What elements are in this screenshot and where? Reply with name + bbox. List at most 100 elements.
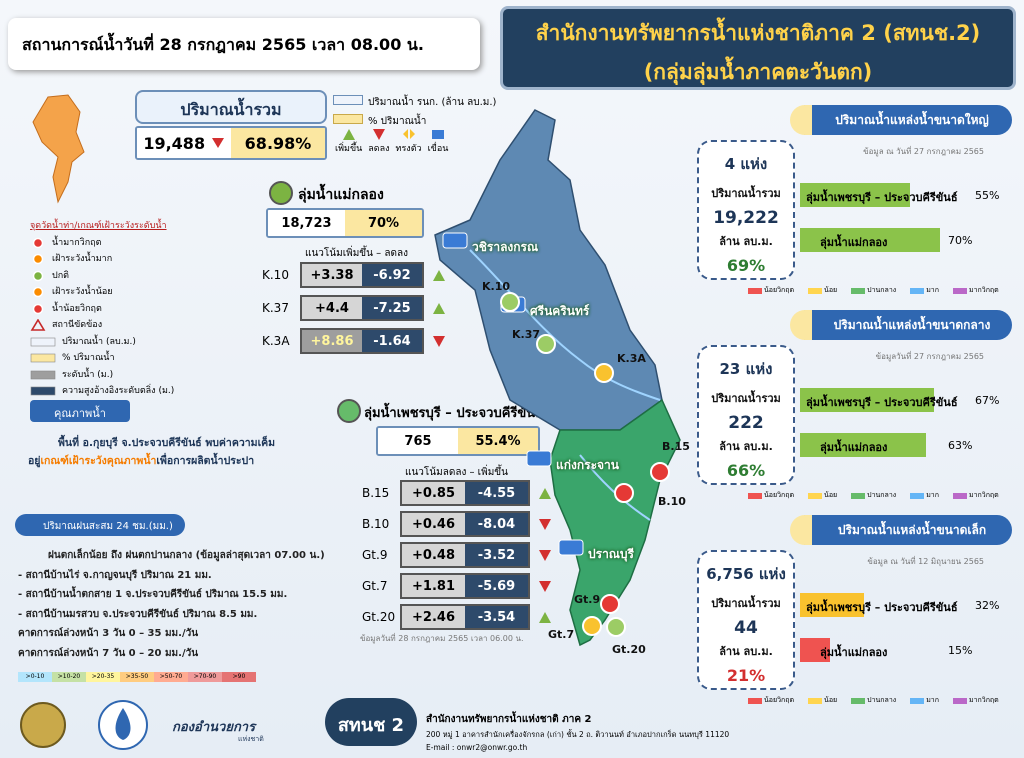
- bank-height: -6.92: [362, 264, 422, 286]
- side-legend-title: จุดวัดน้ำท่า/เกณฑ์เฝ้าระวังระดับน้ำ: [30, 221, 167, 231]
- legend-swatch: [30, 337, 56, 347]
- reservoir-title: ปริมาณน้ำแหล่งน้ำขนาดใหญ่: [790, 105, 1012, 135]
- station-code: K.10: [262, 268, 289, 282]
- station-code: B.10: [362, 517, 390, 531]
- station-label: K.3A: [617, 352, 646, 365]
- rain-line: - สถานีบ้านน้ำตกสาย 1 จ.ประจวบคีรีขันธ์ …: [18, 589, 288, 600]
- shape: [539, 488, 551, 499]
- rain-scale-cell: >70-90: [188, 672, 222, 682]
- legend-item: มากวิกฤต: [952, 490, 999, 501]
- legend-text: ปกติ: [52, 270, 70, 281]
- title: สำนักงานทรัพยากรน้ำแห่งชาติภาค 2 (สทนช.2…: [535, 21, 981, 45]
- basin-percent: 55.4%: [458, 428, 538, 454]
- wq-part: เพื่อการผลิตน้ำประปา: [156, 455, 255, 467]
- wq-line: พื้นที่ อ.กุยบุรี จ.ประจวบคีรีขันธ์ พบค่…: [58, 437, 276, 449]
- legend-item: ปานกลาง: [851, 490, 896, 501]
- shape: [30, 337, 56, 347]
- station-code: Gt.9: [362, 548, 388, 562]
- rain-scale-cell: >35-50: [120, 672, 154, 682]
- trend-arrow: [539, 519, 551, 530]
- total: 222: [728, 413, 764, 433]
- trend-item: ลดลง: [368, 128, 390, 155]
- legend-item: น้อย: [808, 490, 837, 501]
- shape: [614, 483, 634, 503]
- legend-swatch: [952, 492, 967, 499]
- total-volume-cell: 19,488: [137, 128, 231, 158]
- total-label: ปริมาณน้ำรวม: [711, 392, 781, 405]
- rain-title: ปริมาณฝนสะสม 24 ชม.(มม.): [15, 514, 185, 536]
- station-marker: [614, 483, 634, 503]
- shape: [30, 386, 56, 396]
- station-values: +2.46 -3.54: [400, 604, 530, 630]
- legend-item: ระดับน้ำ (ม.): [30, 367, 174, 384]
- shape: [30, 353, 56, 363]
- reservoir-date: ข้อมูล ณ วันที่ 12 มิถุนายน 2565: [867, 557, 984, 566]
- legend-item: ปริมาณน้ำ (ลบ.ม.): [30, 334, 174, 351]
- reservoir-legend: น้อยวิกฤต น้อย ปานกลาง มาก มากวิกฤต: [748, 490, 999, 501]
- legend-item: ปานกลาง: [851, 695, 896, 706]
- rain-scale-cell: >50-70: [154, 672, 188, 682]
- swatch: [333, 114, 363, 124]
- badge: สทนช 2: [325, 698, 417, 746]
- shape: [337, 399, 361, 423]
- station-values: +4.4 -7.25: [300, 295, 424, 321]
- legend-text: น้อย: [824, 286, 838, 294]
- legend-item: มากวิกฤต: [952, 285, 999, 296]
- trend-icon: [402, 129, 415, 139]
- total-label: ปริมาณน้ำรวม: [135, 90, 327, 124]
- bar-name: ลุ่มน้ำเพชรบุรี – ประจวบคีรีขันธ์: [806, 396, 958, 409]
- trend-item: เขื่อน: [428, 128, 448, 155]
- station-label: B.15: [662, 440, 690, 453]
- shape: [650, 462, 670, 482]
- legend-swatch: [32, 237, 44, 248]
- shape: [269, 181, 293, 205]
- reservoir-bar: [800, 433, 926, 457]
- basin-values: 18,723 70%: [266, 208, 424, 238]
- rain-line: คาดการณ์ล่วงหน้า 3 วัน 0 – 35 มม./วัน: [18, 628, 199, 639]
- station-code: K.37: [262, 301, 289, 315]
- legend-swatch: [808, 492, 823, 499]
- shape: [558, 539, 584, 556]
- legend-text: เฝ้าระวังน้ำมาก: [52, 254, 113, 264]
- situation: สถานการณ์น้ำวันที่ 28 กรกฎาคม 2565 เวลา …: [22, 35, 424, 54]
- station-values: +0.46 -8.04: [400, 511, 530, 537]
- legend-swatch: [30, 353, 56, 363]
- legend-text: น้อยวิกฤต: [764, 491, 795, 499]
- count: 23 แห่ง: [719, 360, 773, 378]
- thailand-map: [32, 94, 85, 204]
- station-label: Gt.20: [612, 643, 646, 656]
- total-label: ปริมาณน้ำรวม: [711, 187, 781, 200]
- shape: [433, 303, 445, 314]
- level-change: +0.85: [402, 482, 465, 504]
- bank-height: -1.64: [362, 330, 422, 352]
- command-sub: แห่งชาติ: [238, 735, 264, 743]
- level-change: +8.86: [302, 330, 362, 352]
- legend-item: น้อยวิกฤต: [748, 695, 794, 706]
- bank-height: -4.55: [465, 482, 528, 504]
- rain-scale-cell: >90: [222, 672, 256, 682]
- legend-item: % ปริมาณน้ำ: [30, 350, 174, 367]
- legend-text: มากวิกฤต: [968, 491, 999, 499]
- bar-value: 67%: [975, 394, 1000, 407]
- legend-item: มาก: [910, 285, 939, 296]
- total-volume: 19,488: [143, 133, 206, 153]
- station-code: Gt.20: [362, 610, 396, 624]
- station-values: +3.38 -6.92: [300, 262, 424, 288]
- reservoir-title: ปริมาณน้ำแหล่งน้ำขนาดกลาง: [790, 310, 1012, 340]
- reservoir-legend: น้อยวิกฤต น้อย ปานกลาง มาก มากวิกฤต: [748, 695, 999, 706]
- legend-swatch: [30, 370, 56, 380]
- total: 44: [734, 618, 758, 638]
- reservoir-date: ข้อมูลวันที่ 27 กรกฎาคม 2565: [875, 352, 984, 361]
- dam-icon: [442, 232, 468, 249]
- legend-swatch: [910, 287, 925, 294]
- trend-label: เพิ่มขึ้น: [335, 144, 363, 154]
- station-label: Gt.7: [548, 628, 575, 641]
- shape: [20, 702, 66, 748]
- total-values: 19,488 68.98%: [135, 126, 327, 160]
- percent: 21%: [726, 666, 766, 685]
- rain-scale: >0-10 >10-20 >20-35 >35-50 >50-70 >70-90 >90: [18, 672, 256, 682]
- legend-swatch: [952, 287, 967, 294]
- legend-text: มาก: [926, 491, 939, 499]
- bar-name: ลุ่มน้ำแม่กลอง: [820, 646, 888, 659]
- rain-scale-cell: >20-35: [86, 672, 120, 682]
